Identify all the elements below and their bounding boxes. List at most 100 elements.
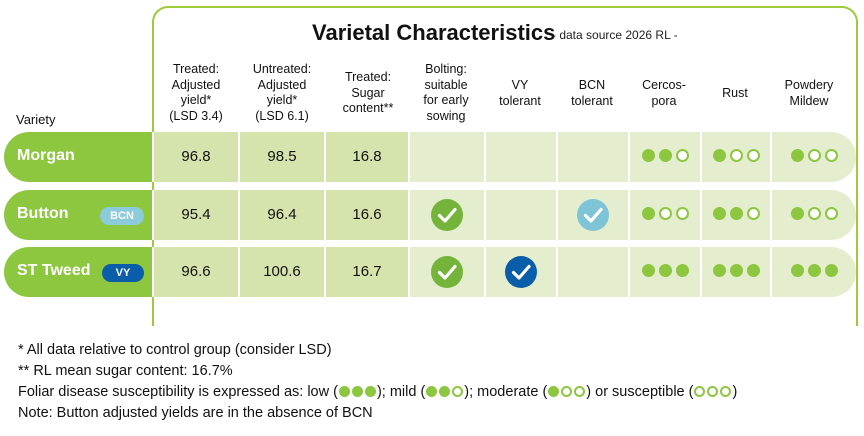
sugar-content-cell: 16.6 xyxy=(324,190,408,240)
vy-tolerant-cell xyxy=(484,190,556,240)
filled-dot xyxy=(790,149,804,162)
susceptibility-rating xyxy=(630,207,700,220)
variety-name: Button xyxy=(17,205,69,222)
variety-name: Morgan xyxy=(17,147,75,164)
treated-yield-cell: 96.6 xyxy=(152,247,238,297)
bolting-cell xyxy=(408,190,484,240)
cercospora-cell xyxy=(628,190,700,240)
col-header-vy: VY tolerant xyxy=(499,78,541,108)
page-title: Varietal Characteristics xyxy=(312,20,556,45)
vy-tolerant-cell xyxy=(484,132,556,182)
treated-yield-value: 96.6 xyxy=(181,263,211,280)
cercospora-cell xyxy=(628,132,700,182)
checkmark-icon xyxy=(431,199,463,231)
filled-dot xyxy=(729,207,743,220)
bolting-cell xyxy=(408,247,484,297)
col-header-cercospora: Cercos- pora xyxy=(642,78,686,108)
bcn-tolerant-cell xyxy=(556,247,628,297)
susceptibility-rating xyxy=(702,207,770,220)
empty-dot xyxy=(746,149,760,162)
untreated-yield-cell: 98.5 xyxy=(238,132,324,182)
variety-column-header: Variety xyxy=(16,112,56,127)
sugar-content-value: 16.6 xyxy=(352,206,382,223)
legend-moderate-dots xyxy=(547,384,586,400)
sugar-content-value: 16.7 xyxy=(352,263,382,280)
treated-yield-value: 96.8 xyxy=(181,148,211,165)
sugar-content-cell: 16.7 xyxy=(324,247,408,297)
treated-yield-cell: 95.4 xyxy=(152,190,238,240)
checkmark-icon xyxy=(577,199,609,231)
variety-name-cell: ST Tweed VY xyxy=(4,247,152,297)
checkmark-icon xyxy=(505,256,537,288)
col-header-powdery-mildew: Powdery Mildew xyxy=(784,78,834,108)
untreated-yield-value: 96.4 xyxy=(267,206,297,223)
empty-dot xyxy=(824,149,838,162)
footnote-text: ); mild ( xyxy=(376,384,426,400)
empty-dot xyxy=(675,149,689,162)
footnote-text: ); moderate ( xyxy=(464,384,548,400)
filled-dot xyxy=(712,149,726,162)
empty-dot xyxy=(675,207,689,220)
col-header-bcn: BCN tolerant xyxy=(571,78,613,108)
table-row: Morgan 96.8 98.5 16.8 xyxy=(4,132,856,182)
bcn-tolerant-cell xyxy=(556,190,628,240)
variety-name-cell: Button BCN xyxy=(4,190,152,240)
filled-dot xyxy=(807,264,821,277)
treated-yield-cell: 96.8 xyxy=(152,132,238,182)
variety-name: ST Tweed xyxy=(17,262,91,279)
bolting-cell xyxy=(408,132,484,182)
filled-dot xyxy=(641,207,655,220)
col-header-sugar: Treated: Sugar content** xyxy=(342,70,394,115)
filled-dot xyxy=(712,207,726,220)
untreated-yield-cell: 96.4 xyxy=(238,190,324,240)
sugar-content-cell: 16.8 xyxy=(324,132,408,182)
footnotes: * All data relative to control group (co… xyxy=(18,340,737,424)
treated-yield-value: 95.4 xyxy=(181,206,211,223)
table-row: ST Tweed VY 96.6 100.6 16.7 xyxy=(4,247,856,297)
footnote-text: ) or susceptible ( xyxy=(586,384,694,400)
footnote-text: ) xyxy=(732,384,738,400)
checkmark-icon xyxy=(431,256,463,288)
susceptibility-rating xyxy=(772,207,856,220)
filled-dot xyxy=(790,264,804,277)
rust-cell xyxy=(700,190,770,240)
footnote-button-note: Note: Button adjusted yields are in the … xyxy=(18,405,373,421)
vy-tolerant-cell xyxy=(484,247,556,297)
variety-name-cell: Morgan xyxy=(4,132,152,182)
rust-cell xyxy=(700,247,770,297)
col-header-treated-yield: Treated: Adjusted yield* (LSD 3.4) xyxy=(169,62,223,123)
filled-dot xyxy=(658,149,672,162)
cercospora-cell xyxy=(628,247,700,297)
empty-dot xyxy=(746,207,760,220)
table-row: Button BCN 95.4 96.4 16.6 xyxy=(4,190,856,240)
data-source-subtitle: - data source 2026 RL - xyxy=(552,28,678,42)
susceptibility-rating xyxy=(772,149,856,162)
footnote-susceptibility: Foliar disease susceptibility is express… xyxy=(18,382,737,403)
filled-dot xyxy=(675,264,689,277)
footnote-sugar: ** RL mean sugar content: 16.7% xyxy=(18,363,233,379)
col-header-bolting: Bolting: suitable for early sowing xyxy=(423,62,469,123)
powdery-mildew-cell xyxy=(770,190,856,240)
filled-dot xyxy=(824,264,838,277)
empty-dot xyxy=(807,207,821,220)
filled-dot xyxy=(746,264,760,277)
bcn-tolerant-cell xyxy=(556,132,628,182)
sugar-content-value: 16.8 xyxy=(352,148,382,165)
legend-low-dots xyxy=(338,384,377,400)
untreated-yield-value: 100.6 xyxy=(263,263,301,280)
susceptibility-rating xyxy=(630,149,700,162)
susceptibility-rating xyxy=(630,264,700,277)
vy-badge: VY xyxy=(102,264,144,282)
filled-dot xyxy=(641,149,655,162)
footnote-text: Foliar disease susceptibility is express… xyxy=(18,384,338,400)
untreated-yield-cell: 100.6 xyxy=(238,247,324,297)
powdery-mildew-cell xyxy=(770,247,856,297)
footnote-lsd: * All data relative to control group (co… xyxy=(18,342,332,358)
susceptibility-rating xyxy=(772,264,856,277)
filled-dot xyxy=(729,264,743,277)
col-header-untreated-yield: Untreated: Adjusted yield* (LSD 6.1) xyxy=(252,62,312,123)
filled-dot xyxy=(641,264,655,277)
legend-susceptible-dots xyxy=(693,384,732,400)
powdery-mildew-cell xyxy=(770,132,856,182)
empty-dot xyxy=(658,207,672,220)
